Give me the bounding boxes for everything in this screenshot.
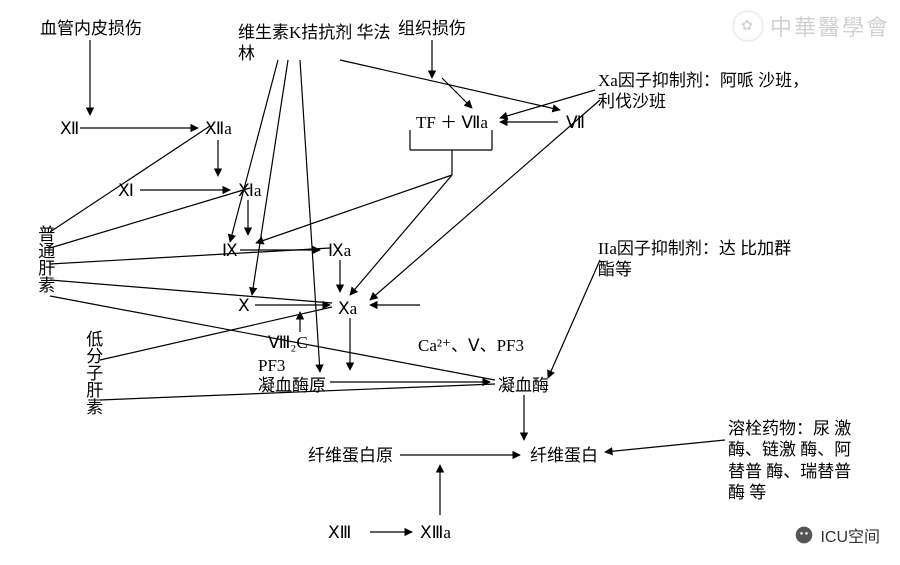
wechat-icon	[794, 525, 814, 545]
node-thrombin: 凝血酶	[498, 375, 549, 396]
node-fibrinogen: 纤维蛋白原	[308, 445, 393, 466]
node-PF3: PF3	[258, 355, 285, 376]
node-heparin: 普通肝素	[34, 225, 55, 293]
node-XIa: Ⅺa	[238, 180, 261, 201]
node-fibrin: 纤维蛋白	[530, 445, 598, 466]
node-prothrombin: 凝血酶原	[258, 375, 326, 396]
node-VIII: Ⅷ₂C	[268, 332, 308, 353]
node-CaVPF3: Ca²⁺、Ⅴ、PF3	[418, 335, 524, 356]
node-IX: Ⅸ	[222, 240, 238, 261]
signature: ICU空间	[794, 523, 880, 547]
node-fibrinolytic: 溶栓药物：尿 激酶、链激 酶、阿替普 酶、瑞替普酶 等	[728, 418, 868, 503]
node-XII: Ⅻ	[60, 118, 79, 139]
diagram-canvas: ✿ 中華醫學會 血管内皮损伤维生素K拮抗剂 华法林组织损伤Xa因子抑制剂：阿哌 …	[0, 0, 900, 565]
node-IXa: Ⅸa	[328, 240, 351, 261]
signature-text: ICU空间	[820, 523, 880, 547]
node-XIII: ⅩⅢ	[328, 522, 351, 543]
node-Xa: Ⅹa	[338, 298, 357, 319]
node-tissue_damage: 组织损伤	[398, 18, 466, 39]
node-VII: Ⅶ	[566, 112, 585, 133]
node-TF_VIIa: TF ＋ Ⅶa	[416, 112, 488, 133]
node-endo_damage: 血管内皮损伤	[40, 18, 142, 39]
node-XI: Ⅺ	[118, 180, 134, 201]
node-vitk: 维生素K拮抗剂 华法林	[238, 22, 398, 65]
node-iia_inhibitor: IIa因子抑制剂：达 比加群酯等	[598, 238, 798, 281]
node-xa_inhibitor: Xa因子抑制剂：阿哌 沙班，利伐沙班	[598, 70, 818, 113]
node-XIIIa: ⅩⅢa	[420, 522, 451, 543]
node-lmwh: 低分子肝素	[82, 330, 103, 415]
node-X: Ⅹ	[238, 295, 250, 316]
node-XIIa: Ⅻa	[205, 118, 232, 139]
